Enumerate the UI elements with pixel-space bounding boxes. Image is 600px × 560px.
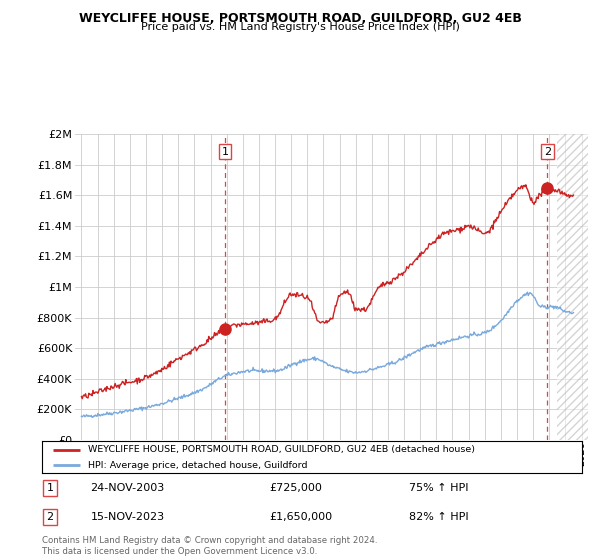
Text: Price paid vs. HM Land Registry's House Price Index (HPI): Price paid vs. HM Land Registry's House … <box>140 22 460 32</box>
Text: 75% ↑ HPI: 75% ↑ HPI <box>409 483 469 493</box>
Text: HPI: Average price, detached house, Guildford: HPI: Average price, detached house, Guil… <box>88 460 307 470</box>
Bar <box>557 134 590 440</box>
Text: £725,000: £725,000 <box>269 483 322 493</box>
Text: WEYCLIFFE HOUSE, PORTSMOUTH ROAD, GUILDFORD, GU2 4EB (detached house): WEYCLIFFE HOUSE, PORTSMOUTH ROAD, GUILDF… <box>88 445 475 454</box>
Text: Contains HM Land Registry data © Crown copyright and database right 2024.
This d: Contains HM Land Registry data © Crown c… <box>42 536 377 556</box>
Text: 1: 1 <box>47 483 53 493</box>
Text: 2: 2 <box>544 147 551 157</box>
Text: 1: 1 <box>221 147 229 157</box>
Text: 2: 2 <box>47 512 53 522</box>
Text: £1,650,000: £1,650,000 <box>269 512 332 522</box>
Text: WEYCLIFFE HOUSE, PORTSMOUTH ROAD, GUILDFORD, GU2 4EB: WEYCLIFFE HOUSE, PORTSMOUTH ROAD, GUILDF… <box>79 12 521 25</box>
Text: 15-NOV-2023: 15-NOV-2023 <box>91 512 165 522</box>
Text: 24-NOV-2003: 24-NOV-2003 <box>91 483 165 493</box>
Text: 82% ↑ HPI: 82% ↑ HPI <box>409 512 469 522</box>
